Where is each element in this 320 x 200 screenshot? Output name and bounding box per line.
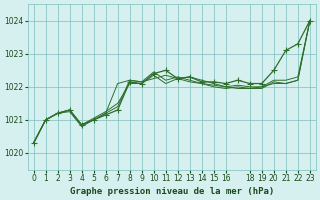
X-axis label: Graphe pression niveau de la mer (hPa): Graphe pression niveau de la mer (hPa) — [69, 187, 274, 196]
